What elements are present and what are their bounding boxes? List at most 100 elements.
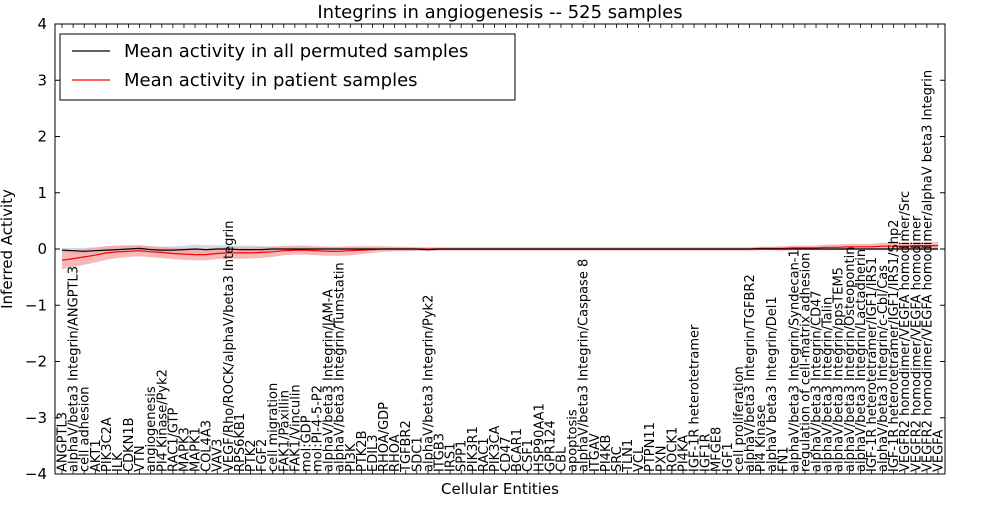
x-tick-label: FGF2 (255, 439, 270, 472)
x-tick-label: VAV3 (211, 439, 226, 472)
x-tick-label: PTK2 (244, 439, 259, 472)
y-axis-label: Inferred Activity (0, 189, 16, 309)
x-tick-label: CSF1 (521, 439, 536, 472)
x-tick-label: alphaV/beta3 Integrin/Talin (821, 297, 836, 472)
legend-label-permuted: Mean activity in all permuted samples (124, 41, 468, 62)
x-tick-label: FAK1/Paxillin (277, 390, 292, 472)
x-tick-label: PTK2B (355, 431, 370, 473)
x-tick-label: mol:GDP (299, 415, 314, 472)
x-tick-label: alphaV/beta3 Integrin/CD47 (810, 290, 825, 472)
x-tick-label: regulation of cell-matrix adhesion (798, 253, 813, 472)
x-tick-label: alphaV beta3 Integrin/Del1 (765, 296, 780, 472)
x-tick-label: IGF1 (721, 442, 736, 472)
x-tick-label: cell adhesion (78, 386, 93, 472)
y-tick-label: −1 (25, 296, 47, 314)
x-tick-label: SRC (610, 446, 625, 472)
x-tick-label: PXN (654, 446, 669, 472)
y-tick-label: −3 (25, 409, 47, 427)
x-tick-label: ANGPTL3 (56, 412, 71, 472)
x-tick-label: ITGAV (588, 433, 603, 472)
x-tick-label: PIK3CA (488, 425, 503, 472)
x-tick-label: IRS1 (444, 443, 459, 472)
x-tick-label: angiogenesis (144, 386, 159, 472)
x-tick-label: IGF1R (699, 433, 714, 472)
x-tick-label: ITGB3 (433, 433, 448, 472)
x-tick-label: VEGFR2 homodimer/VEGFA homodimer/alphaV … (920, 70, 935, 472)
y-tick-label: 1 (37, 184, 47, 202)
chart-title: Integrins in angiogenesis -- 525 samples (317, 2, 682, 23)
x-tick-label: PIK3C2A (100, 417, 115, 472)
x-tick-label: IGF-1R heterotetramer/IGF1/IRS1 (865, 257, 880, 472)
legend-frame (59, 33, 516, 101)
x-tick-label: AKT1 (89, 439, 104, 472)
legend: Mean activity in all permuted samples Me… (59, 33, 516, 101)
y-tick-label: −2 (25, 353, 47, 371)
x-tick-label: IGF-1R heterotetramer/IGF1/IRS1/Shp2 (887, 219, 902, 472)
x-tick-label: PI3K (344, 443, 359, 472)
x-tick-label: IGF-1R heterotetramer (688, 324, 703, 472)
x-tick-label: alphaV/beta3 Integrin/ppsTEM5 (832, 267, 847, 472)
x-tick-label: CD47 (499, 436, 514, 472)
x-tick-label: CBL (555, 446, 570, 472)
x-tick-label: EDIL3 (366, 434, 381, 472)
x-tick-label: HSP90AA1 (532, 403, 547, 472)
x-tick-label: cell migration (266, 383, 281, 472)
x-tick-label: ROCK1 (665, 427, 680, 472)
y-tick-label: 4 (37, 15, 47, 33)
x-tick-label: MFGE8 (710, 427, 725, 472)
legend-label-patient: Mean activity in patient samples (124, 70, 418, 91)
x-tick-label: apoptosis (566, 409, 581, 472)
x-tick-label: TLN1 (621, 439, 636, 473)
x-tick-label: VEGFR2 homodimer/VEGFA homodimer/Src (898, 191, 913, 472)
x-tick-label: PI4 Kinase/Pyk2 (155, 369, 170, 472)
x-tick-label: alphaV/beta3 Integrin/ANGPTL3 (67, 266, 82, 472)
x-tick-label: alphaV/beta3 Integrin/JAM-A (322, 289, 337, 472)
x-tick-label: alphaV/beta3 Integrin/Pyk2 (421, 295, 436, 472)
y-tick-label: 0 (37, 240, 47, 258)
x-tick-label: GPR124 (543, 420, 558, 472)
x-tick-label: alphaV/beta3 Integrin/Tumstatin (333, 262, 348, 472)
x-tick-label: RHOA (388, 434, 403, 472)
x-tick-label: VEGFR2 homodimer/VEGFA homodimer (909, 215, 924, 472)
x-tick-label: ILK (111, 452, 126, 472)
x-tick-label: TGFBR2 (399, 420, 414, 473)
x-tick-label: VTN (133, 445, 148, 472)
x-tick-label: PI4KB (599, 435, 614, 472)
x-tick-label: PI4 Kinase (754, 405, 769, 472)
x-tick-label: SPP1 (455, 440, 470, 472)
x-axis-label: Cellular Entities (441, 480, 559, 498)
x-tick-label: VEGF/Rho/ROCK/alphaV/beta3 Integrin (222, 220, 237, 472)
x-tick-label: PIK3R1 (466, 426, 481, 472)
x-tick-label: FAK1/Vinculin (288, 384, 303, 472)
x-tick-label: CDKN1B (122, 417, 137, 472)
x-tick-label: COL4A3 (200, 420, 215, 472)
x-tick-label: BCAR1 (510, 428, 525, 472)
x-tick-label: mol:PI-4-5-P2 (311, 385, 326, 472)
y-tick-label: 3 (37, 71, 47, 89)
x-tick-label: RAC1 (477, 437, 492, 472)
x-tick-label: alphaV/beta3 Integrin/Osteopontin (843, 247, 858, 472)
x-tick-label: MAPK3 (178, 427, 193, 472)
x-tick-label: RPS6KB1 (233, 413, 248, 472)
x-tick-label: RAC1/GTP (166, 408, 181, 472)
x-tick-label: SDC1 (410, 436, 425, 472)
x-tick-label: PTPN11 (643, 422, 658, 472)
x-tick-label: alphaV/beta3 Integrin/TGFBR2 (743, 274, 758, 472)
y-tick-label: 2 (37, 128, 47, 146)
y-tick-label: −4 (25, 465, 47, 483)
x-tick-label: VEGFA (932, 430, 947, 472)
x-tick-label: PI4KA (677, 435, 692, 472)
x-tick-label: FN1 (776, 447, 791, 472)
series-line-0 (61, 247, 938, 252)
x-tick-label: alphaV/beta3 Integrin/Caspase 8 (577, 259, 592, 472)
x-tick-label: cell proliferation (732, 366, 747, 472)
x-tick-label: MAPK1 (189, 427, 204, 472)
x-tick-label: alphaV/beta3 Integrin/c-Cbl/Cas (876, 265, 891, 472)
x-tick-label: VCL (632, 446, 647, 472)
x-tick-label: RHOA/GDP (377, 402, 392, 472)
x-tick-label: alphaV/beta3 Integrin/Lactadherin (854, 249, 869, 472)
x-tick-label: alphaV/beta3 Integrin/Syndecan-1 (787, 249, 802, 472)
